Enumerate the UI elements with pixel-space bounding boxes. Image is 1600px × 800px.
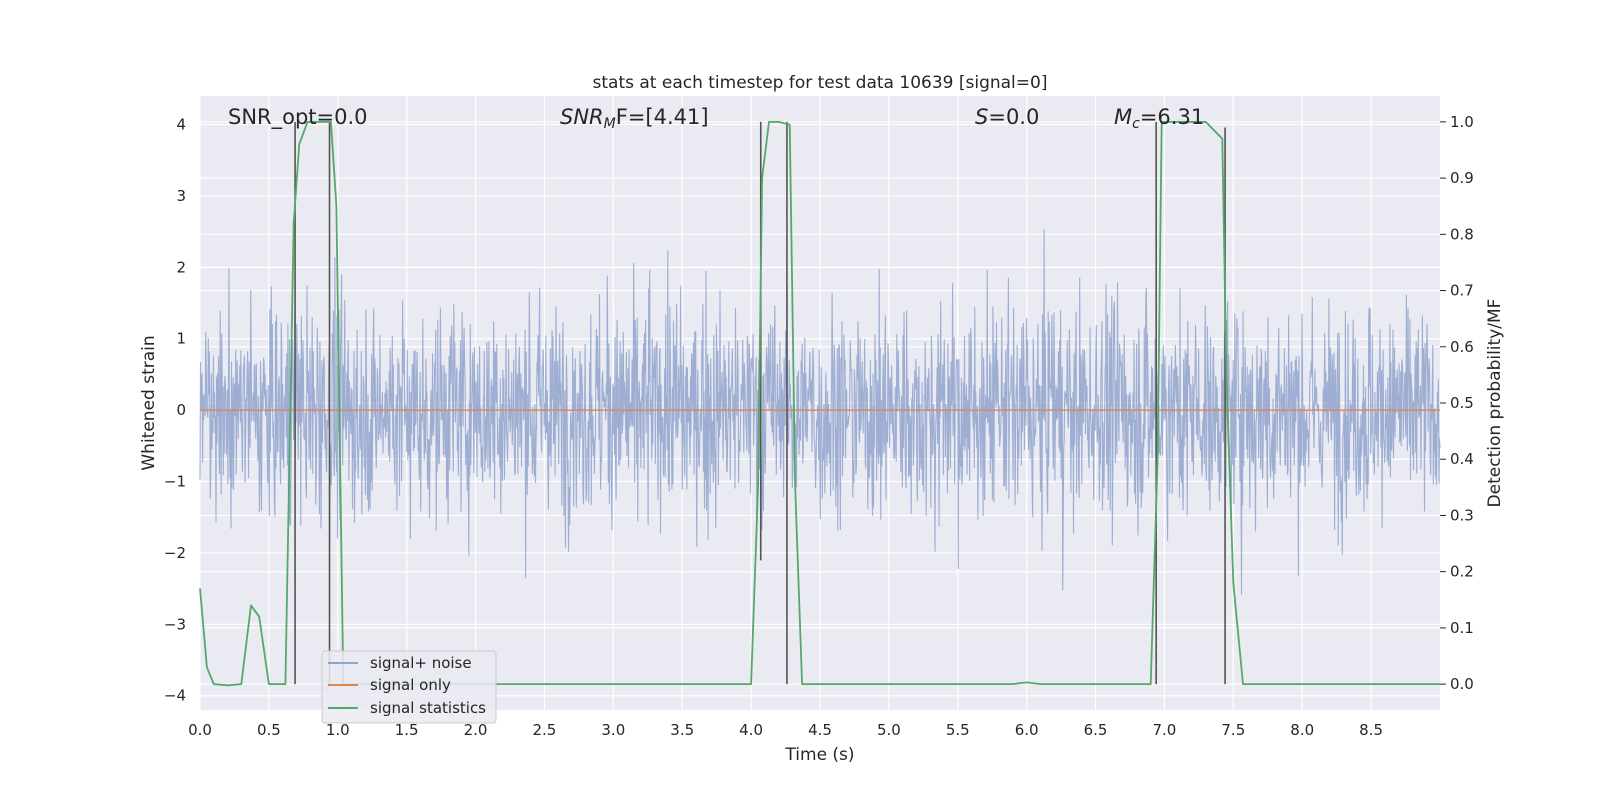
legend-label-signal-statistics: signal statistics bbox=[370, 699, 486, 717]
legend-box bbox=[321, 650, 497, 724]
annotation-mc-rest: =6.31 bbox=[1140, 105, 1204, 129]
x-tick-label: 6.0 bbox=[1015, 721, 1039, 739]
x-tick-label: 0.0 bbox=[188, 721, 212, 739]
x-tick-label: 3.0 bbox=[601, 721, 625, 739]
x-tick-label: 4.5 bbox=[808, 721, 832, 739]
y2-tick-label: 0.1 bbox=[1450, 619, 1474, 637]
x-tick-label: 3.5 bbox=[670, 721, 694, 739]
x-tick-label: 4.0 bbox=[739, 721, 763, 739]
y-tick-label: −1 bbox=[164, 473, 186, 491]
annotation-mc-sub: c bbox=[1132, 116, 1140, 132]
annotation-s-sym: S bbox=[975, 105, 988, 129]
x-tick-label: 5.0 bbox=[877, 721, 901, 739]
y-axis-label: Whitened strain bbox=[139, 335, 159, 470]
x-tick-label: 6.5 bbox=[1084, 721, 1108, 739]
legend-label-signal-noise: signal+ noise bbox=[370, 654, 472, 672]
annotation-snr-mf-sub: M bbox=[604, 116, 616, 132]
signal-statistics-series bbox=[199, 121, 1440, 687]
signal-noise-series bbox=[199, 228, 1441, 595]
y2-axis-ticks: 1.0 0.9 0.8 0.7 0.6 0.5 0.4 0.3 0.2 0.1 0.0 bbox=[1440, 113, 1474, 693]
chart-title: stats at each timestep for test data 106… bbox=[593, 73, 1048, 93]
y2-tick-label: 0.4 bbox=[1450, 450, 1474, 468]
annotation-mc: Mc=6.31 bbox=[1114, 105, 1204, 132]
y-tick-label: 2 bbox=[176, 258, 186, 276]
y-axis-ticks: 4 3 2 1 0 −1 −2 −3 −4 bbox=[164, 116, 186, 705]
y2-tick-label: 0.9 bbox=[1450, 169, 1474, 187]
y2-tick-label: 0.7 bbox=[1450, 282, 1474, 300]
legend-label-signal-only: signal only bbox=[370, 676, 451, 694]
signal-noise-line bbox=[199, 228, 1441, 595]
x-tick-label: 2.0 bbox=[464, 721, 488, 739]
y-tick-label: 0 bbox=[176, 401, 186, 419]
y-tick-label: 4 bbox=[176, 116, 186, 134]
y2-tick-label: 0.2 bbox=[1450, 563, 1474, 581]
y-tick-label: 3 bbox=[176, 187, 186, 205]
annotation-snr-mf-base: SNR bbox=[560, 105, 604, 129]
x-tick-label: 7.5 bbox=[1221, 721, 1245, 739]
y-tick-label: −4 bbox=[164, 687, 186, 705]
annotation-snr-mf-rest: F=[4.41] bbox=[616, 105, 709, 129]
y2-tick-label: 0.3 bbox=[1450, 506, 1474, 524]
x-tick-label: 1.5 bbox=[395, 721, 419, 739]
y2-tick-label: 1.0 bbox=[1450, 113, 1474, 131]
legend: signal+ noise signal only signal statist… bbox=[321, 650, 497, 724]
x-tick-label: 8.0 bbox=[1290, 721, 1314, 739]
x-tick-label: 2.5 bbox=[533, 721, 557, 739]
detection-markers bbox=[294, 121, 1226, 685]
y2-tick-label: 0.8 bbox=[1450, 225, 1474, 243]
y2-tick-label: 0.0 bbox=[1450, 675, 1474, 693]
annotation-s: S=0.0 bbox=[975, 105, 1039, 129]
y2-axis-label: Detection probability/MF bbox=[1485, 299, 1505, 508]
annotation-snr-opt: SNR_opt=0.0 bbox=[228, 105, 368, 130]
annotation-s-rest: =0.0 bbox=[988, 105, 1039, 129]
x-tick-label: 8.5 bbox=[1359, 721, 1383, 739]
y-tick-label: −2 bbox=[164, 544, 186, 562]
y2-tick-label: 0.5 bbox=[1450, 394, 1474, 412]
annotation-snr-mf: SNRMF=[4.41] bbox=[560, 105, 709, 132]
annotation-mc-sym: M bbox=[1114, 105, 1132, 129]
signal-statistics-line bbox=[199, 121, 1440, 687]
y-tick-label: 1 bbox=[176, 330, 186, 348]
y-tick-label: −3 bbox=[164, 615, 186, 633]
y2-tick-label: 0.6 bbox=[1450, 338, 1474, 356]
x-tick-label: 5.5 bbox=[946, 721, 970, 739]
x-axis-label: Time (s) bbox=[784, 745, 854, 765]
x-tick-label: 7.0 bbox=[1153, 721, 1177, 739]
x-axis-ticks: 0.0 0.5 1.0 1.5 2.0 2.5 3.0 3.5 4.0 4.5 5.0 5.5 6.0 6… bbox=[188, 721, 1383, 739]
x-tick-label: 1.0 bbox=[326, 721, 350, 739]
x-tick-label: 0.5 bbox=[257, 721, 281, 739]
